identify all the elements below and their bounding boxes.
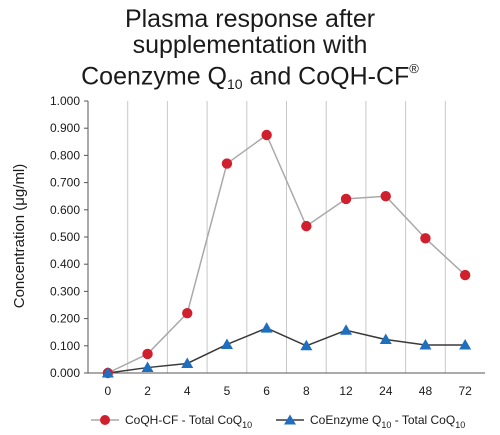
title-registered-mark: ® [409, 61, 419, 76]
legend-coenzyme-text-b: - Total CoQ [391, 413, 455, 427]
data-point-triangle [101, 367, 114, 378]
legend-label-coenzyme: CoEnzyme Q10 - Total CoQ10 [310, 413, 465, 430]
series-line-0 [107, 133, 466, 374]
y-tick-label: 0.500 [50, 230, 80, 244]
y-tick-label: 0.600 [50, 203, 80, 217]
x-tick-label: 4 [184, 384, 191, 398]
title-coenzyme-q: Coenzyme Q [81, 62, 227, 91]
y-tick-label: 0.700 [50, 176, 80, 190]
y-tick-label: 0.800 [50, 148, 80, 162]
title-and-coqh-cf: and CoQH-CF [242, 62, 410, 91]
title-subscript-10: 10 [227, 76, 243, 93]
data-point-circle [340, 193, 352, 205]
x-tick-label: 72 [458, 384, 472, 398]
legend: CoQH-CF - Total CoQ10 CoEnzyme Q10 - Tot… [91, 413, 465, 430]
data-point-triangle [260, 322, 273, 333]
y-tick-label: 0.100 [50, 339, 80, 353]
data-point-triangle [220, 338, 233, 349]
x-tick-label: 48 [419, 384, 433, 398]
data-point-triangle [419, 338, 432, 350]
series-lines [107, 133, 466, 374]
chart-title: Plasma response after supplementation wi… [0, 6, 500, 92]
data-point-circle [182, 307, 193, 319]
series-line-1 [107, 327, 466, 374]
data-point-triangle [459, 338, 472, 350]
data-point-circle [142, 348, 153, 360]
data-point-circle [221, 158, 233, 169]
x-tick-label: 0 [105, 384, 112, 398]
x-tick-label: 6 [263, 384, 270, 398]
legend-marker-coenzyme [284, 414, 296, 425]
data-point-triangle [340, 324, 353, 335]
data-point-circle [261, 129, 272, 141]
y-axis-label: Concentration (μg/ml) [11, 164, 28, 309]
data-point-circle [380, 191, 391, 202]
y-tick-label: 0.000 [50, 366, 80, 380]
data-point-circle [420, 233, 431, 244]
x-tick-labels: 0 2 4 5 6 8 12 24 48 72 [105, 384, 473, 398]
data-point-triangle [141, 361, 154, 373]
legend-coenzyme-text-a: CoEnzyme Q [310, 413, 381, 427]
y-tick-label: 0.200 [50, 312, 80, 326]
data-point-triangle [300, 339, 313, 351]
axes [84, 100, 485, 374]
chart-title-line-3: Coenzyme Q10 and CoQH-CF® [0, 58, 500, 92]
x-tick-label: 8 [303, 384, 310, 398]
x-tick-label: 12 [339, 384, 353, 398]
legend-label-coqh-cf: CoQH-CF - Total CoQ10 [125, 413, 252, 430]
series-markers [101, 129, 472, 379]
grid-lines [127, 101, 446, 373]
data-point-triangle [379, 333, 392, 345]
x-tick-label: 2 [144, 384, 151, 398]
legend-coqh-cf-text: CoQH-CF - Total CoQ [125, 413, 242, 427]
y-tick-label: 0.400 [50, 257, 80, 271]
legend-marker-coqh-cf [100, 415, 110, 425]
legend-coenzyme-sub-a: 10 [381, 420, 391, 430]
chart-title-line-2: supplementation with [132, 31, 368, 59]
legend-coqh-cf-sub: 10 [242, 420, 252, 430]
x-tick-label: 5 [224, 384, 231, 398]
data-point-circle [459, 269, 471, 281]
y-tick-label: 1.000 [50, 94, 80, 108]
legend-coenzyme-sub-b: 10 [455, 420, 465, 430]
y-tick-label: 0.300 [50, 284, 80, 298]
y-tick-labels: 0.000 0.100 0.200 0.300 0.400 0.500 0.600 0.700… [50, 94, 80, 380]
x-tick-label: 24 [379, 384, 393, 398]
y-tick-label: 0.900 [50, 121, 80, 135]
chart-title-line-1: Plasma response after [124, 5, 376, 33]
data-point-circle [301, 220, 312, 232]
data-point-triangle [181, 357, 194, 368]
